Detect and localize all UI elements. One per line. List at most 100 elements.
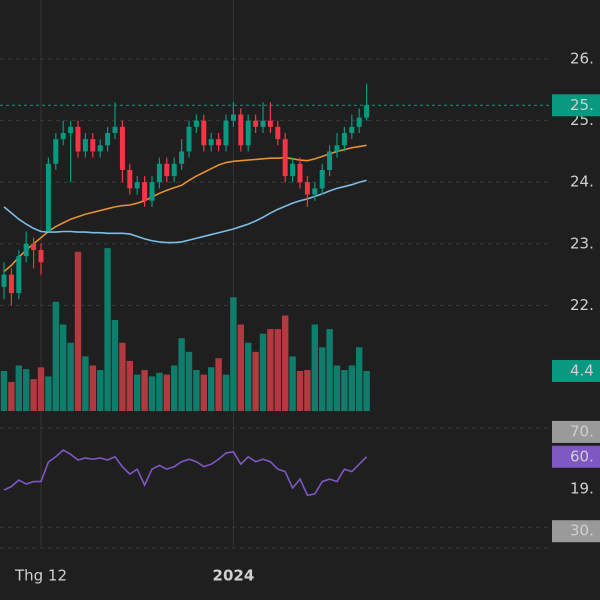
volume-badge [552,359,600,382]
volume-bar [74,251,82,411]
volume-bar [222,374,230,411]
volume-bar [200,374,207,411]
volume-bar [237,324,244,411]
volume-bar [252,351,259,411]
volume-bar [156,372,163,411]
candle-body [127,169,133,189]
candle-body [282,139,288,177]
moving-average-line [3,144,367,273]
volume-bar [37,367,45,411]
volume-bar [363,370,370,411]
candle-body [297,163,303,183]
candle-body [208,139,214,146]
candle-body [60,132,66,140]
y-tick-label: 26. [570,50,594,68]
volume-bar [89,365,96,411]
candle-body [356,117,362,127]
candle-body [245,120,251,146]
volume-bar [163,374,170,411]
y-tick-label: 22. [570,296,594,314]
volume-bar [289,356,296,411]
volume-bar [23,369,30,411]
y-tick-label: 24. [570,173,594,191]
candle-body [223,120,229,146]
candle-body [260,120,266,127]
candle-body [119,126,125,170]
candle-body [142,182,148,201]
candle-body [75,126,81,152]
candle-body [45,163,51,232]
volume-bar [45,376,52,411]
volume-bar [97,370,104,411]
volume-bar [185,351,193,411]
last-price-label: 25. [570,96,594,114]
volume-bar [326,329,333,411]
candle-body [134,182,140,189]
volume-bar [60,324,67,411]
candle-body [193,120,199,127]
candle-body [16,256,22,294]
candle-body [349,126,355,133]
volume-bar [208,367,215,411]
volume-bar [178,338,185,411]
volume-bar [67,342,74,411]
candle-body [253,120,259,127]
volume-bar [304,370,311,411]
candle-body [341,132,347,146]
candle-body [267,120,273,127]
rsi-tick-badge [552,520,600,543]
volume-bar [341,370,348,411]
candle-body [290,163,296,177]
rsi-label: 60. [570,447,594,465]
volume-bar [104,248,111,411]
volume-bar [30,379,37,411]
volume-bar [15,365,22,411]
indicator-annotation: 19. [570,480,594,498]
volume-bar [52,301,59,411]
volume-bar [171,365,178,411]
candle-body [216,139,222,146]
candle-body [364,105,370,118]
candle-body [38,249,44,263]
candle-body [334,145,340,152]
candle-body [23,243,29,257]
volume-bar [282,315,289,411]
volume-bar [230,297,237,411]
rsi-line [3,449,368,497]
volume-bar [82,356,89,411]
candle-body [230,114,236,121]
x-tick-label: Thg 12 [14,567,67,585]
candle-body [90,139,96,152]
rsi-tick-label: 70. [570,422,594,440]
volume-bar [319,347,326,411]
last-price-badge [552,94,600,117]
volume-bar [134,374,141,411]
candle-body [319,169,325,189]
volume-bar [8,381,15,411]
volume-bar [245,342,252,411]
rsi-tick-label: 30. [570,522,594,540]
moving-average-line [3,179,367,244]
volume-bar [311,324,318,411]
candle-body [53,139,59,164]
candle-body [1,274,7,287]
candle-body [97,145,103,152]
candle-body [304,182,310,195]
volume-bar [141,370,148,411]
candle-body [238,114,244,146]
volume-bar [148,376,156,411]
volume-bar [296,370,304,411]
volume-bar [348,365,355,411]
candle-body [82,139,88,152]
volume-bar [193,370,200,411]
candle-body [156,163,162,183]
volume-bar [0,370,8,411]
candle-body [179,151,185,164]
candle-body [8,274,14,294]
rsi-tick-badge [552,420,600,443]
candle-body [112,126,118,133]
candle-body [68,126,74,133]
candle-body [186,126,192,152]
